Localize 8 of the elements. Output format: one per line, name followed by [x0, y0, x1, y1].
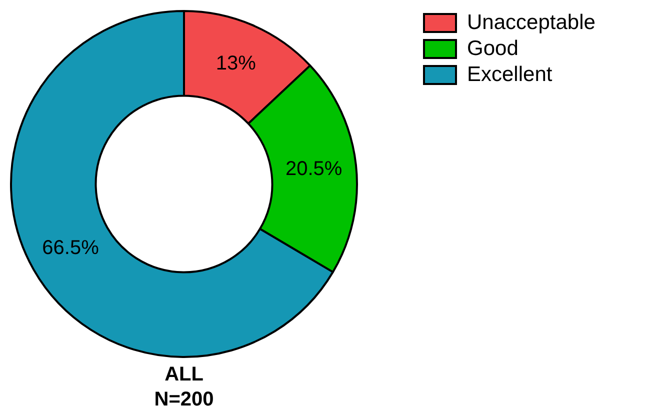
- data-label: 20.5%: [285, 158, 342, 180]
- data-label: 66.5%: [42, 237, 100, 260]
- legend-label: Excellent: [467, 63, 552, 87]
- legend-label: Good: [467, 37, 518, 61]
- legend-label: Unacceptable: [467, 11, 596, 35]
- text: N=200: [154, 388, 214, 408]
- data-label: 13%: [216, 52, 256, 75]
- text: ALL: [164, 364, 204, 386]
